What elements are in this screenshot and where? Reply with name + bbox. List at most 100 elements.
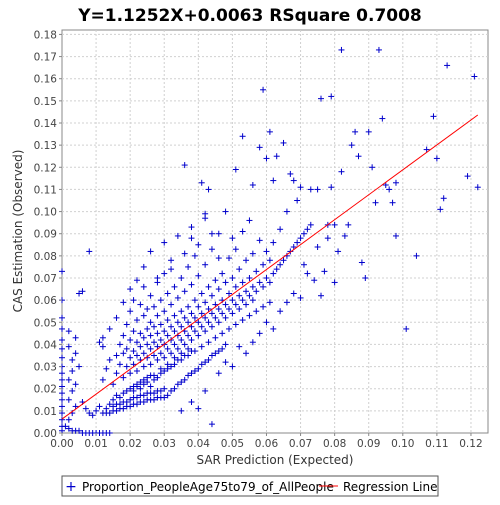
data-point <box>229 235 236 242</box>
data-point <box>69 368 76 374</box>
data-point <box>174 232 181 239</box>
data-point <box>65 343 72 350</box>
data-point <box>229 363 236 370</box>
data-point <box>229 310 236 317</box>
data-point <box>59 314 65 321</box>
data-point <box>62 423 69 430</box>
data-point <box>236 306 243 312</box>
data-point <box>338 168 345 175</box>
data-point <box>181 162 188 169</box>
data-point <box>239 133 246 140</box>
data-point <box>147 383 154 390</box>
data-point <box>181 288 188 295</box>
data-point <box>164 332 171 339</box>
data-point <box>205 186 212 193</box>
data-point <box>59 390 65 397</box>
data-point <box>130 328 137 335</box>
data-point <box>59 325 65 332</box>
data-point <box>294 197 301 204</box>
data-point <box>324 235 331 242</box>
data-point <box>69 387 76 394</box>
data-point <box>178 337 185 343</box>
data-point <box>106 356 113 363</box>
data-point <box>65 425 72 432</box>
data-point <box>219 310 226 317</box>
data-point <box>389 199 396 206</box>
data-point <box>195 272 202 279</box>
y-tick-label: 0.15 <box>34 96 57 108</box>
data-point <box>202 359 209 366</box>
y-tick-label: 0.17 <box>34 52 57 64</box>
data-point <box>99 376 106 383</box>
data-point <box>59 403 65 410</box>
data-point <box>222 301 229 308</box>
data-point <box>72 334 79 341</box>
data-point <box>270 239 277 246</box>
data-point <box>283 208 290 215</box>
data-point <box>229 297 236 304</box>
data-point <box>181 314 188 321</box>
data-point <box>219 345 226 352</box>
data-point <box>191 328 198 335</box>
data-point <box>171 354 178 361</box>
data-point <box>232 283 239 290</box>
data-point <box>287 248 294 255</box>
data-point <box>113 314 120 321</box>
data-point <box>304 226 311 233</box>
data-point <box>113 407 120 414</box>
data-point <box>144 325 151 332</box>
data-point <box>253 268 260 275</box>
data-point <box>171 361 178 368</box>
data-point <box>147 361 154 368</box>
data-point <box>260 283 267 290</box>
data-point <box>256 279 263 286</box>
data-point <box>168 301 175 308</box>
data-point <box>69 356 76 363</box>
data-point <box>127 385 134 392</box>
data-point <box>168 257 175 264</box>
data-point <box>232 301 239 308</box>
data-point <box>283 299 290 306</box>
data-point <box>212 334 219 341</box>
data-point <box>208 310 215 317</box>
x-tick-label: 0.04 <box>187 438 211 450</box>
data-point <box>215 286 222 293</box>
data-point <box>59 268 65 275</box>
data-point <box>185 319 192 326</box>
data-point <box>403 325 410 332</box>
data-point <box>215 306 222 312</box>
data-point <box>144 341 151 348</box>
data-point <box>304 270 311 277</box>
data-point <box>198 323 205 330</box>
x-tick-label: 0.09 <box>357 438 380 450</box>
data-point <box>413 252 420 259</box>
data-point <box>65 376 72 383</box>
data-point <box>198 343 205 350</box>
data-point <box>137 379 144 386</box>
data-point <box>191 314 198 321</box>
data-point <box>208 352 215 359</box>
data-point <box>113 370 120 377</box>
data-point <box>161 308 168 315</box>
y-tick-label: 0.03 <box>34 362 57 374</box>
data-point <box>236 266 243 273</box>
legend-box <box>61 475 439 497</box>
data-point <box>96 403 103 410</box>
regression-line-layer <box>61 114 479 420</box>
data-points <box>59 46 481 436</box>
data-point <box>133 317 140 324</box>
data-point <box>154 330 161 337</box>
data-point <box>181 341 188 348</box>
data-point <box>82 405 89 412</box>
y-tick-label: 0.07 <box>34 273 57 285</box>
data-point <box>386 186 393 193</box>
axis-ticks: 0.00 0.01 0.02 0.03 0.04 0.05 0.06 0.07 0.08 0.09… <box>34 29 483 450</box>
data-point <box>311 277 318 284</box>
data-point <box>433 155 440 162</box>
y-tick-label: 0.10 <box>34 207 57 219</box>
data-point <box>202 314 209 321</box>
data-point <box>178 350 185 357</box>
data-point <box>348 142 355 149</box>
data-point <box>331 221 338 228</box>
